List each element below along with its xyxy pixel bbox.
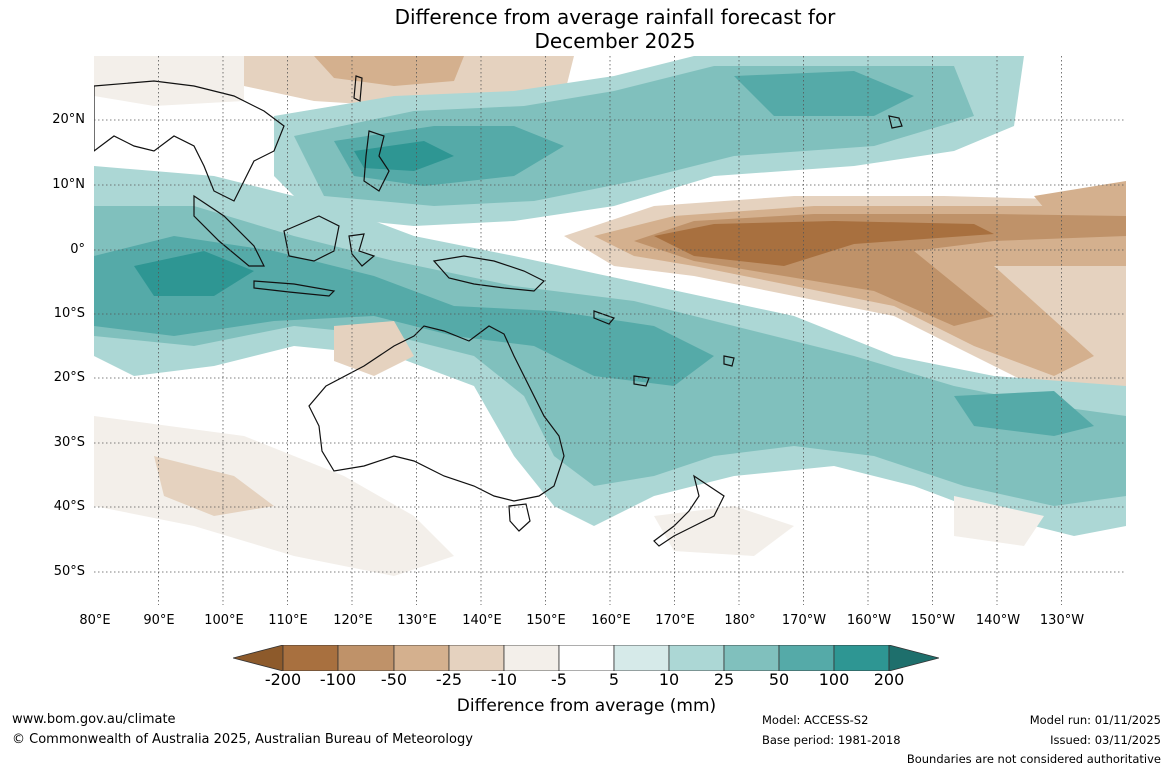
colorbar-swatch-7 (613, 645, 670, 671)
copyright-text: © Commonwealth of Australia 2025, Austra… (12, 732, 473, 747)
colorbar-swatch-5 (503, 645, 560, 671)
disclaimer: Boundaries are not considered authoritat… (906, 752, 1161, 766)
colorbar-tick: 50 (768, 670, 790, 689)
colorbar-swatch-3 (393, 645, 450, 671)
lat-label-50s: 50°S (53, 564, 85, 579)
lon-label-80e: 80°E (79, 613, 111, 628)
lon-label-170w: 170°W (781, 613, 827, 628)
issued-date: Issued: 03/11/2025 (1050, 733, 1161, 747)
colorbar-tick: -100 (319, 670, 357, 689)
pacific-islands-outline (593, 310, 735, 387)
colorbar-swatch-10 (778, 645, 835, 671)
lat-label-30s: 30°S (53, 435, 85, 450)
colorbar-tick: -10 (490, 670, 518, 689)
lat-label-10n: 10°N (52, 177, 85, 192)
colorbar-tick: 5 (608, 670, 620, 689)
borneo-outline (283, 215, 340, 262)
colorbar-arrow-left (233, 645, 284, 671)
lon-label-150w: 150°W (910, 613, 956, 628)
lon-label-170e: 170°E (655, 613, 695, 628)
model-run-date: Model run: 01/11/2025 (1029, 713, 1161, 727)
title-line-2: December 2025 (534, 29, 696, 53)
colorbar-tick: -50 (380, 670, 408, 689)
colorbar-tick: 25 (713, 670, 735, 689)
colorbar-swatch-6 (558, 645, 615, 671)
colorbar-tick: -5 (551, 670, 567, 689)
lon-label-90e: 90°E (143, 613, 175, 628)
lat-label-40s: 40°S (53, 499, 85, 514)
se-asia-outline (94, 80, 285, 202)
sumatra-outline (193, 194, 265, 267)
graticule (94, 56, 1126, 605)
lon-label-160e: 160°E (591, 613, 631, 628)
lon-label-130e: 130°E (397, 613, 437, 628)
lon-label-180: 180° (724, 613, 756, 628)
website-link[interactable]: www.bom.gov.au/climate (12, 712, 176, 727)
rainfall-map (94, 56, 1126, 605)
land-outlines (94, 75, 903, 547)
base-period: Base period: 1981-2018 (762, 733, 901, 747)
colorbar-swatch-4 (448, 645, 505, 671)
lon-label-160w: 160°W (846, 613, 892, 628)
colorbar-tick: -25 (435, 670, 463, 689)
chart-title: Difference from average rainfall forecas… (0, 5, 1173, 53)
lat-label-0: 0° (70, 242, 85, 257)
lon-label-140w: 140°W (975, 613, 1021, 628)
lon-label-140e: 140°E (462, 613, 502, 628)
new-zealand-outline (653, 474, 725, 547)
colorbar-tick: 100 (818, 670, 850, 689)
taiwan-outline (353, 75, 363, 102)
colorbar-tick: 10 (658, 670, 680, 689)
lon-label-130w: 130°W (1039, 613, 1085, 628)
colorbar-swatch-2 (337, 645, 395, 671)
title-line-1: Difference from average rainfall forecas… (394, 5, 836, 29)
philippines-outline (363, 130, 390, 192)
lat-label-10s: 10°S (53, 306, 85, 321)
lon-label-110e: 110°E (268, 613, 308, 628)
new-guinea-outline (432, 255, 546, 292)
australia-outline (308, 325, 565, 502)
java-outline (253, 280, 336, 297)
colorbar-arrow-right (888, 645, 939, 671)
colorbar-swatch-1 (282, 645, 339, 671)
model-name: Model: ACCESS-S2 (762, 713, 869, 727)
colorbar-tick: 200 (873, 670, 905, 689)
colorbar-swatch-11 (833, 645, 890, 671)
tasmania-outline (508, 503, 531, 532)
colorbar-label: Difference from average (mm) (456, 696, 717, 716)
hawaii-outline (888, 115, 903, 129)
sulawesi-outline (348, 233, 376, 267)
colorbar (233, 645, 939, 671)
lat-label-20n: 20°N (52, 112, 85, 127)
colorbar-tick: -200 (264, 670, 302, 689)
lon-label-100e: 100°E (204, 613, 244, 628)
lon-label-150e: 150°E (526, 613, 566, 628)
colorbar-swatch-8 (668, 645, 725, 671)
lat-label-20s: 20°S (53, 370, 85, 385)
lon-label-120e: 120°E (333, 613, 373, 628)
colorbar-swatch-9 (723, 645, 780, 671)
